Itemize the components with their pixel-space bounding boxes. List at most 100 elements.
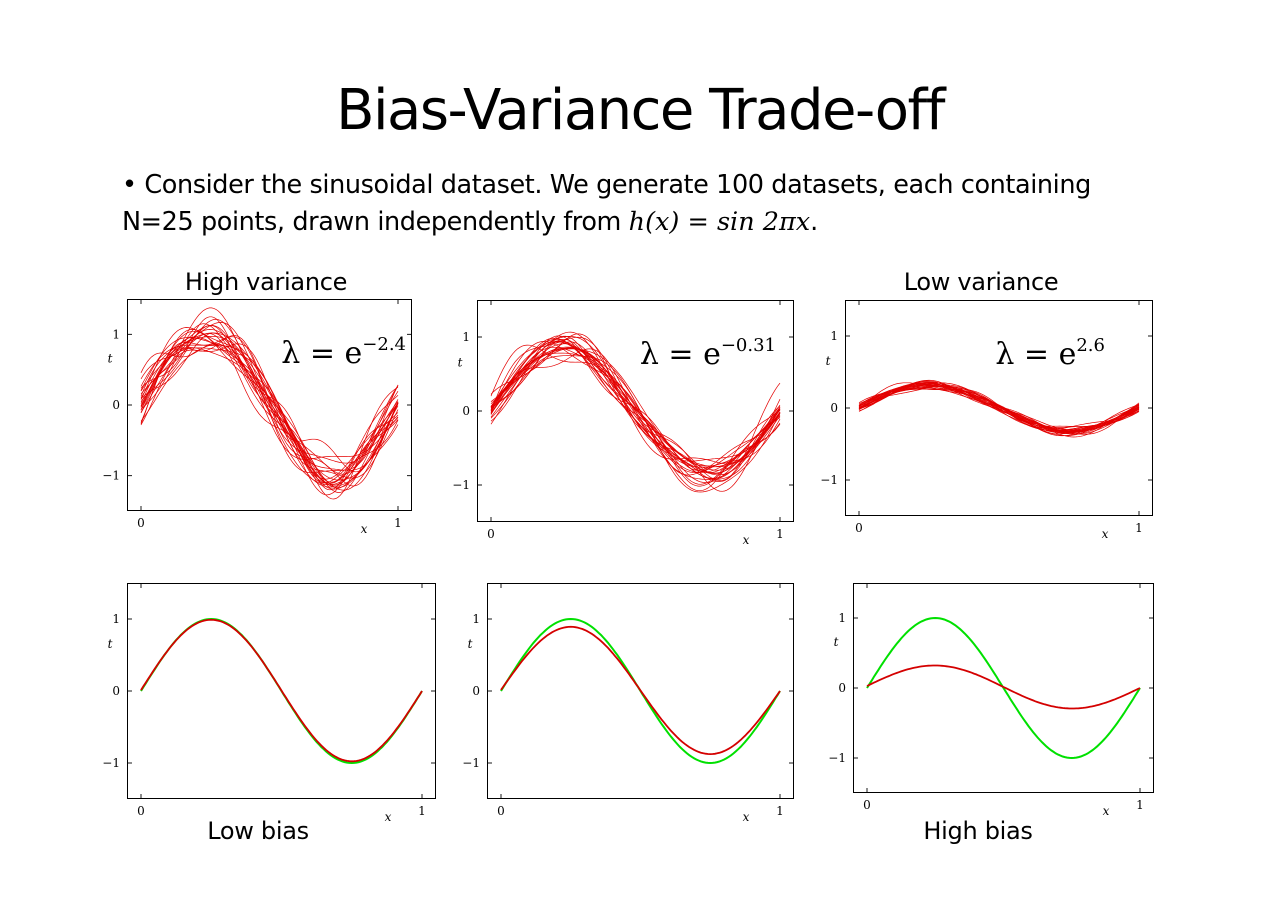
y-tick-label: 1	[462, 330, 470, 344]
fit-curve	[490, 346, 781, 473]
y-tick-label: 0	[112, 398, 120, 412]
bullet-text: • Consider the sinusoidal dataset. We ge…	[122, 167, 1162, 241]
y-tick-label: −1	[820, 473, 838, 487]
x-tick-label: 0	[137, 804, 145, 818]
y-tick-label: 1	[472, 612, 480, 626]
x-axis-label: x	[1103, 804, 1110, 818]
fit-curve	[140, 342, 399, 500]
x-tick-label: 0	[497, 804, 505, 818]
fit-curve	[490, 331, 781, 473]
fit-curves	[140, 307, 399, 500]
x-axis-label: x	[385, 810, 392, 824]
x-tick-label: 0	[487, 527, 495, 541]
fit-curve	[140, 347, 399, 484]
lambda-label: λ = e−0.31	[640, 335, 776, 372]
lambda-exponent: 2.6	[1076, 335, 1105, 356]
x-axis-label: x	[361, 522, 368, 536]
fit-curve	[490, 337, 781, 493]
lambda-base: λ = e	[640, 337, 721, 372]
fit-curve	[140, 316, 399, 491]
y-axis-label: t	[108, 637, 113, 651]
plot-top-right: −1 0 1 0 1 x t λ = e2.6	[820, 300, 1153, 541]
formula-eq: =	[679, 207, 717, 237]
plot-bottom-middle: −1 0 1 0 1 x t	[462, 583, 794, 824]
y-tick-label: 0	[838, 681, 846, 695]
x-tick-label: 0	[137, 516, 145, 530]
y-axis-label: t	[468, 637, 473, 651]
fit-curve	[858, 385, 1140, 438]
fit-curve	[490, 346, 781, 468]
fit-curve	[490, 347, 781, 474]
bullet-sentence: • Consider the sinusoidal dataset. We ge…	[122, 170, 1091, 237]
y-tick-label: 1	[112, 612, 120, 626]
lambda-exponent: −0.31	[721, 335, 776, 356]
fit-curve	[490, 335, 781, 485]
plot-bottom-right: −1 0 1 0 1 x t	[828, 583, 1154, 818]
fit-curve	[140, 333, 399, 483]
x-tick-label: 1	[776, 527, 784, 541]
formula: h(x) = sin 2πx	[629, 207, 810, 237]
y-axis-label: t	[108, 352, 113, 366]
fit-curve	[858, 383, 1140, 434]
lambda-base: λ = e	[281, 336, 362, 371]
y-tick-label: 0	[830, 401, 838, 415]
fit-curve	[140, 336, 399, 487]
fit-curve	[490, 335, 781, 471]
plot-svg: −1 0 1 0 1 x t λ = e−0.31	[452, 300, 794, 547]
formula-lhs: h(x)	[628, 207, 680, 237]
x-tick-label: 0	[863, 798, 871, 812]
true-function-curve	[866, 616, 1141, 760]
lambda-label: λ = e−2.4	[281, 334, 406, 371]
x-tick-label: 1	[394, 516, 402, 530]
fit-curve	[140, 325, 399, 484]
y-tick-label: −1	[102, 756, 120, 770]
y-axis-label: t	[826, 354, 831, 368]
lambda-base: λ = e	[995, 337, 1076, 372]
plot-svg: −1 0 1 0 1 x t λ = e2.6	[820, 300, 1153, 541]
label-low-bias: Low bias	[207, 817, 309, 845]
average-fit-curve	[866, 664, 1141, 710]
plot-top-middle: −1 0 1 0 1 x t λ = e−0.31	[452, 300, 794, 547]
fit-curve	[490, 338, 781, 467]
y-tick-label: 1	[830, 329, 838, 343]
x-axis-label: x	[743, 810, 750, 824]
x-tick-label: 0	[855, 521, 863, 535]
fit-curve	[858, 387, 1140, 432]
bullet-end: .	[810, 207, 818, 237]
plot-svg: −1 0 1 0 1 x t	[828, 583, 1154, 818]
y-tick-label: 1	[112, 327, 120, 341]
fit-curve	[140, 330, 399, 481]
y-tick-label: 1	[838, 611, 846, 625]
plot-svg: −1 0 1 0 1 x t λ = e−2.4	[102, 299, 412, 536]
fit-curve	[490, 333, 781, 475]
average-fit-curve	[500, 625, 781, 756]
lambda-label: λ = e2.6	[995, 335, 1105, 372]
fit-curve	[490, 352, 781, 471]
plot-svg: −1 0 1 0 1 x t	[462, 583, 794, 824]
y-tick-label: −1	[828, 751, 846, 765]
y-tick-label: −1	[102, 469, 120, 483]
x-axis-label: x	[743, 533, 750, 547]
slide-title: Bias-Variance Trade-off	[336, 78, 945, 143]
fit-curves	[858, 379, 1140, 438]
fit-curves	[490, 331, 781, 493]
fit-curve	[140, 323, 399, 484]
label-high-bias: High bias	[923, 817, 1033, 845]
lambda-exponent: −2.4	[362, 334, 406, 355]
x-tick-label: 1	[1136, 798, 1144, 812]
average-fit-curve	[140, 618, 423, 763]
y-tick-label: −1	[452, 478, 470, 492]
fit-curve	[858, 382, 1140, 435]
plot-bottom-left: −1 0 1 0 1 x t	[102, 583, 436, 824]
y-tick-label: 0	[112, 684, 120, 698]
label-low-variance: Low variance	[903, 268, 1059, 296]
label-high-variance: High variance	[184, 268, 348, 296]
fit-curve	[140, 336, 399, 488]
x-tick-label: 1	[1135, 521, 1143, 535]
y-tick-label: 0	[472, 684, 480, 698]
formula-rhs: sin 2πx	[716, 207, 811, 237]
fit-curve	[140, 344, 399, 460]
plot-top-left: −1 0 1 0 1 x t λ = e−2.4	[102, 299, 412, 536]
x-tick-label: 1	[418, 804, 426, 818]
y-tick-label: −1	[462, 756, 480, 770]
